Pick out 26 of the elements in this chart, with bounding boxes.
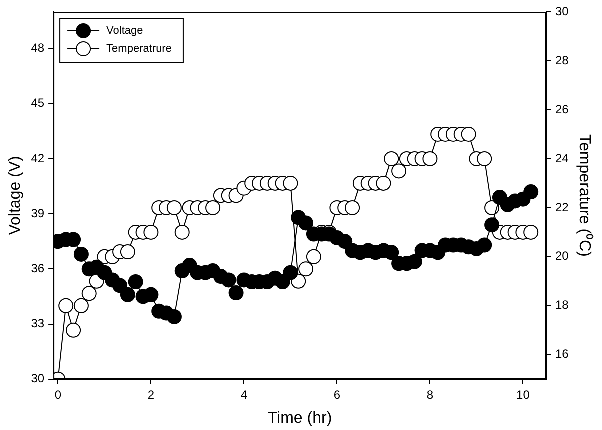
y2-tick-label: 24 [555,151,570,166]
y-tick-label: 39 [31,206,45,220]
x-tick-label: 10 [516,388,530,402]
x-tick-label: 4 [240,388,248,402]
y2-tick-label: 22 [555,200,570,214]
y2-tick-label: 30 [555,4,570,18]
legend-label: Voltage [106,25,144,38]
y-tick-label: 45 [31,96,45,110]
x-tick-label: 6 [334,388,341,402]
y2-axis-title: Temperature (⁰C) [576,134,594,257]
y2-tick-label: 18 [555,298,570,312]
x-tick-label: 2 [148,388,155,402]
y2-tick-label: 20 [555,249,570,264]
legend-label: Temperatrure [106,43,172,56]
y2-tick-label: 26 [555,102,570,116]
y-axis-title: Voltage (V) [7,156,24,236]
y2-tick-label: 28 [555,53,570,68]
y-tick-label: 48 [31,41,45,56]
x-tick-label: 8 [426,388,434,402]
y-tick-label: 30 [31,372,45,386]
y-tick-label: 33 [31,316,45,331]
y2-tick-label: 16 [555,347,570,362]
y-tick-label: 36 [31,261,45,276]
x-tick-label: 0 [54,388,62,402]
y-tick-label: 42 [31,151,45,166]
x-axis-title: Time (hr) [268,410,332,427]
